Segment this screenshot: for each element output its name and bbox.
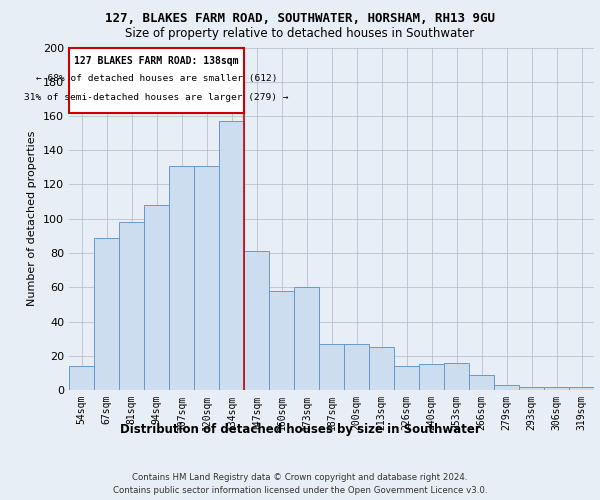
Bar [219,121,244,390]
Text: Contains public sector information licensed under the Open Government Licence v3: Contains public sector information licen… [113,486,487,495]
Y-axis label: Number of detached properties: Number of detached properties [28,131,37,306]
Bar [369,347,394,390]
Text: Contains HM Land Registry data © Crown copyright and database right 2024.: Contains HM Land Registry data © Crown c… [132,472,468,482]
Bar [244,252,269,390]
Bar [119,222,144,390]
Bar [69,366,94,390]
Bar [394,366,419,390]
Bar [344,344,369,390]
Bar [494,385,519,390]
Bar [194,166,219,390]
Text: 31% of semi-detached houses are larger (279) →: 31% of semi-detached houses are larger (… [24,92,289,102]
Bar [169,166,194,390]
Bar [144,205,169,390]
Bar [444,362,469,390]
Text: 127, BLAKES FARM ROAD, SOUTHWATER, HORSHAM, RH13 9GU: 127, BLAKES FARM ROAD, SOUTHWATER, HORSH… [105,12,495,26]
Text: Distribution of detached houses by size in Southwater: Distribution of detached houses by size … [119,422,481,436]
Bar [419,364,444,390]
Bar [519,386,544,390]
Text: ← 68% of detached houses are smaller (612): ← 68% of detached houses are smaller (61… [35,74,277,83]
Bar [94,238,119,390]
FancyBboxPatch shape [69,48,244,112]
Bar [569,386,594,390]
Text: 127 BLAKES FARM ROAD: 138sqm: 127 BLAKES FARM ROAD: 138sqm [74,56,239,66]
Bar [294,287,319,390]
Bar [469,374,494,390]
Text: Size of property relative to detached houses in Southwater: Size of property relative to detached ho… [125,28,475,40]
Bar [544,386,569,390]
Bar [319,344,344,390]
Bar [269,290,294,390]
